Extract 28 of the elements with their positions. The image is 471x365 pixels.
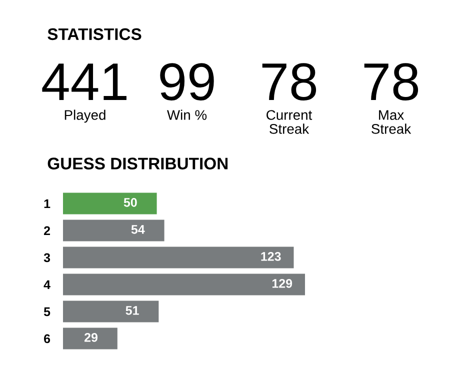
bar bbox=[63, 246, 294, 268]
data-label: 78 bbox=[262, 63, 316, 100]
data-label: 54 bbox=[131, 225, 145, 234]
y-tick-label: 2 bbox=[44, 226, 50, 236]
data-label: 78 bbox=[364, 63, 418, 100]
category-label: Current Streak bbox=[266, 110, 312, 134]
chart-title: GUESS DISTRIBUTION bbox=[48, 158, 228, 170]
bar bbox=[63, 220, 164, 242]
text: STATISTICS bbox=[48, 28, 142, 40]
bar bbox=[63, 328, 118, 350]
data-label: 51 bbox=[126, 306, 139, 315]
data-label: 29 bbox=[84, 333, 98, 342]
bar bbox=[63, 274, 305, 296]
y-tick-label: 1 bbox=[44, 199, 50, 208]
category-label: Max Streak bbox=[372, 110, 412, 134]
bar bbox=[63, 300, 159, 322]
data-label: 99 bbox=[160, 63, 214, 100]
data-label: 50 bbox=[124, 198, 137, 207]
data-label: 129 bbox=[272, 279, 292, 288]
y-tick-label: 6 bbox=[44, 334, 50, 344]
y-tick-label: 5 bbox=[44, 307, 50, 316]
category-label: Win % bbox=[166, 110, 207, 120]
y-tick-label: 4 bbox=[44, 280, 50, 290]
data-label: 441 bbox=[42, 64, 126, 100]
data-label: 123 bbox=[261, 252, 281, 261]
category-label: Played bbox=[64, 110, 106, 123]
bar bbox=[63, 192, 157, 214]
y-tick-label: 3 bbox=[44, 253, 50, 262]
